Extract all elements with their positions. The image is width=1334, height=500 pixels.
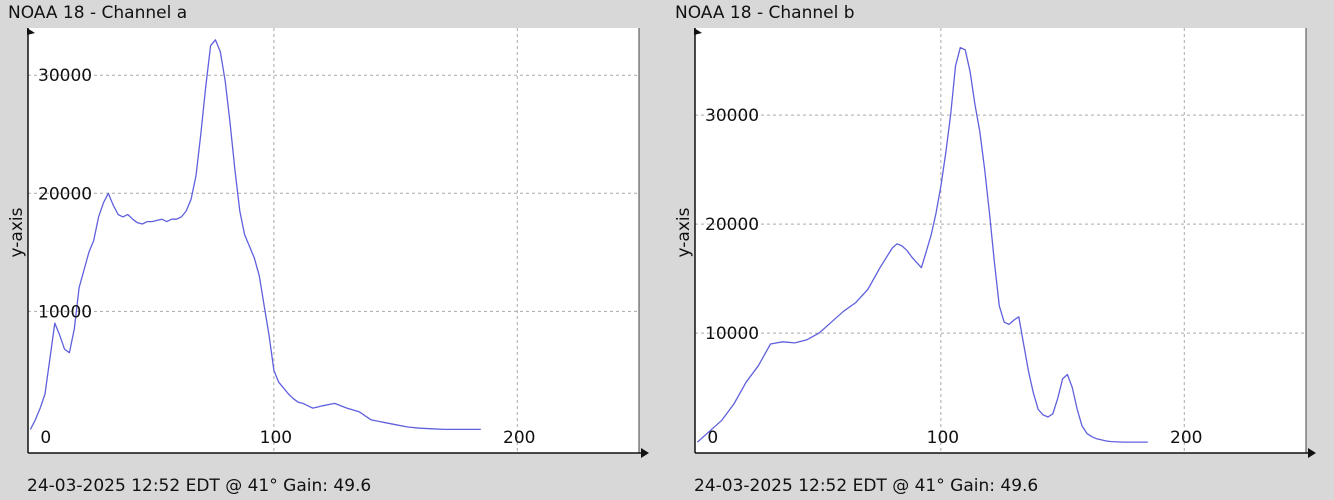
x-tick-label: 200 (1170, 428, 1202, 448)
y-tick-label: 20000 (38, 184, 92, 204)
chart-title: NOAA 18 - Channel b (675, 3, 855, 23)
chart-panel-a: NOAA 18 - Channel a 0 100 200 10000 20000 300… (0, 0, 660, 500)
chart-plot-a: 0 100 200 10000 20000 30000 y-axis (7, 28, 649, 458)
x-tick-label: 0 (707, 428, 718, 448)
chart-panel-b: NOAA 18 - Channel b 0 100 200 10000 20000 300… (667, 0, 1327, 500)
y-tick-label: 10000 (705, 324, 759, 344)
series-line (696, 46, 1148, 443)
x-axis-arrow-icon (641, 448, 649, 458)
y-axis-arrow-icon (27, 28, 35, 35)
y-axis-arrow-icon (694, 28, 702, 35)
chart-footer: 24-03-2025 12:52 EDT @ 41° Gain: 49.6 (27, 476, 372, 496)
chart-footer: 24-03-2025 12:52 EDT @ 41° Gain: 49.6 (694, 476, 1039, 496)
y-axis-label: y-axis (674, 207, 694, 257)
y-tick-label: 20000 (705, 215, 759, 235)
series-line (29, 39, 481, 431)
x-tick-label: 100 (927, 428, 959, 448)
x-tick-label: 100 (260, 428, 292, 448)
y-axis-label: y-axis (7, 207, 27, 257)
plot-area (28, 28, 639, 453)
x-tick-label: 0 (40, 428, 51, 448)
y-tick-label: 30000 (705, 106, 759, 126)
chart-title: NOAA 18 - Channel a (8, 3, 188, 23)
x-axis-arrow-icon (1308, 448, 1316, 458)
x-tick-label: 200 (503, 428, 535, 448)
chart-plot-b: 0 100 200 10000 20000 30000 y-axis (674, 28, 1316, 458)
y-tick-label: 10000 (38, 302, 92, 322)
plot-area (695, 28, 1306, 453)
y-tick-label: 30000 (38, 66, 92, 86)
